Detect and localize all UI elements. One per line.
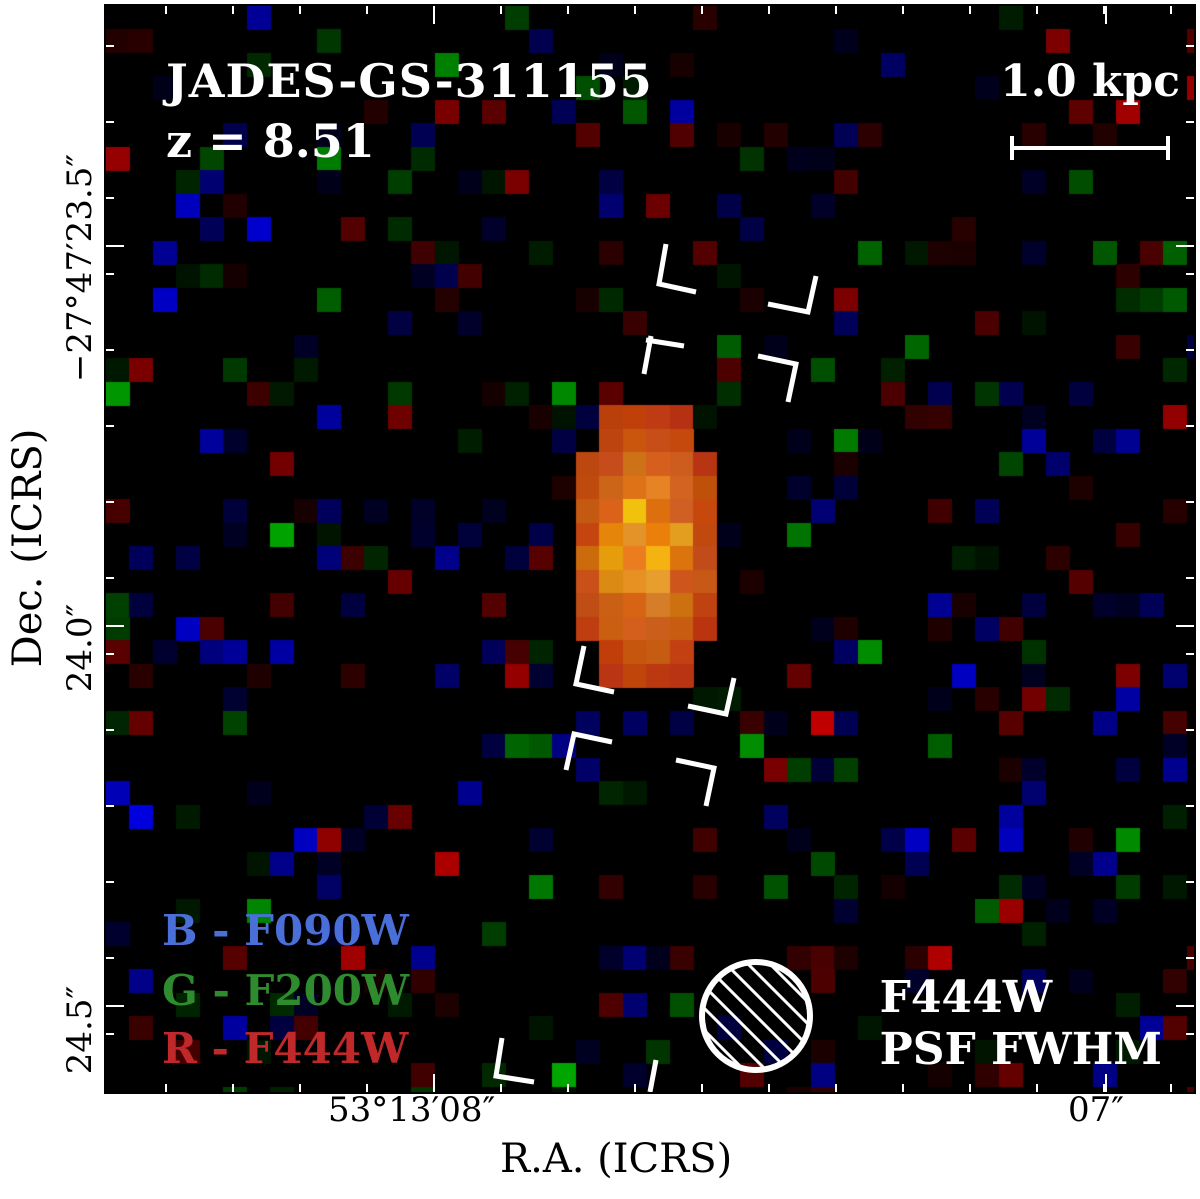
psf-circle-icon <box>699 959 813 1073</box>
slit-corner-marker <box>757 353 799 403</box>
psf-label: F444W PSF FWHM <box>880 972 1162 1076</box>
slit-corner-marker <box>573 645 615 695</box>
x-tick-label: 53°13′08″ <box>328 1090 496 1130</box>
scale-bar <box>1010 136 1170 160</box>
legend-red-channel: R - F444W <box>162 1024 409 1073</box>
x-tick-label: 07″ <box>1068 1090 1124 1130</box>
y-tick-label: 24.0″ <box>60 603 100 693</box>
source-name: JADES-GS-311155 <box>166 54 653 108</box>
y-tick-label: 24.5″ <box>60 985 100 1075</box>
rgb-pixel-image <box>106 6 1194 1092</box>
x-axis-label: R.A. (ICRS) <box>500 1136 733 1182</box>
psf-label-filter: F444W <box>879 972 1053 1023</box>
marker-overlay <box>106 6 1194 1092</box>
slit-corner-marker <box>563 731 613 771</box>
slit-corner-marker <box>647 1059 659 1092</box>
legend-green-channel: G - F200W <box>162 966 410 1015</box>
y-tick-label: −27°47′23.5″ <box>60 153 100 383</box>
slit-corner-marker <box>767 275 819 315</box>
slit-corner-marker <box>493 1037 535 1085</box>
slit-corner-marker <box>656 243 697 295</box>
legend-blue-channel: B - F090W <box>162 906 409 955</box>
rgb-image-panel: JADES-GS-311155 z = 8.51 1.0 kpc B - F09… <box>104 4 1196 1094</box>
slit-corner-marker <box>645 337 685 349</box>
slit-corner-marker <box>675 757 717 807</box>
slit-corner-marker <box>687 677 737 717</box>
scale-bar-label: 1.0 kpc <box>1000 56 1180 107</box>
redshift-label: z = 8.51 <box>166 114 375 168</box>
psf-label-fwhm: PSF FWHM <box>879 1024 1162 1075</box>
y-axis-label: Dec. (ICRS) <box>5 428 51 668</box>
